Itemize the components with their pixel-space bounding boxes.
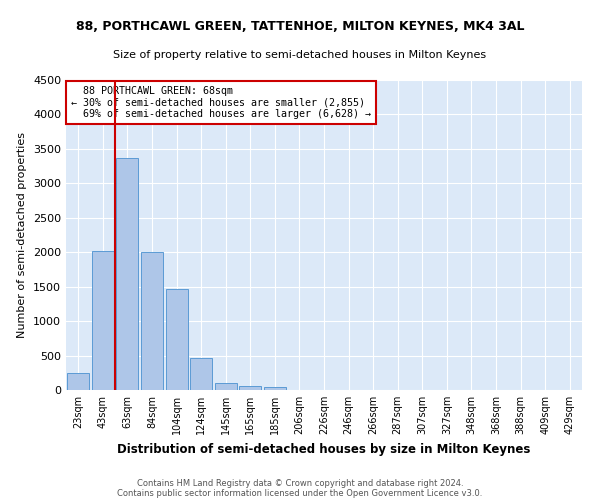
Bar xyxy=(215,383,237,390)
Text: Contains HM Land Registry data © Crown copyright and database right 2024.: Contains HM Land Registry data © Crown c… xyxy=(137,478,463,488)
Bar xyxy=(166,290,188,390)
Bar xyxy=(67,373,89,390)
Bar xyxy=(116,158,139,390)
X-axis label: Distribution of semi-detached houses by size in Milton Keynes: Distribution of semi-detached houses by … xyxy=(118,442,530,456)
Y-axis label: Number of semi-detached properties: Number of semi-detached properties xyxy=(17,132,28,338)
Text: 88 PORTHCAWL GREEN: 68sqm
← 30% of semi-detached houses are smaller (2,855)
  69: 88 PORTHCAWL GREEN: 68sqm ← 30% of semi-… xyxy=(71,86,371,120)
Bar xyxy=(264,387,286,390)
Bar xyxy=(190,358,212,390)
Text: Contains public sector information licensed under the Open Government Licence v3: Contains public sector information licen… xyxy=(118,488,482,498)
Bar xyxy=(141,252,163,390)
Bar xyxy=(92,251,114,390)
Text: 88, PORTHCAWL GREEN, TATTENHOE, MILTON KEYNES, MK4 3AL: 88, PORTHCAWL GREEN, TATTENHOE, MILTON K… xyxy=(76,20,524,33)
Bar xyxy=(239,386,262,390)
Text: Size of property relative to semi-detached houses in Milton Keynes: Size of property relative to semi-detach… xyxy=(113,50,487,60)
